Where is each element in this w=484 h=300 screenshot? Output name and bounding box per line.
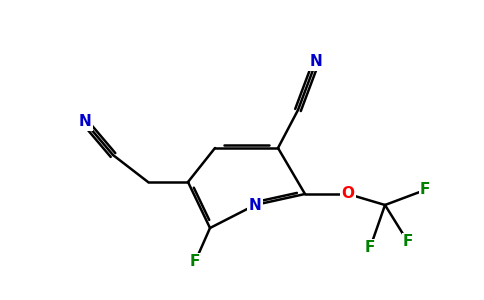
Text: N: N	[78, 115, 91, 130]
Text: O: O	[342, 187, 354, 202]
Text: F: F	[403, 235, 413, 250]
Text: F: F	[365, 241, 375, 256]
Text: F: F	[420, 182, 430, 197]
Text: N: N	[310, 55, 322, 70]
Text: F: F	[190, 254, 200, 269]
Text: N: N	[249, 197, 261, 212]
